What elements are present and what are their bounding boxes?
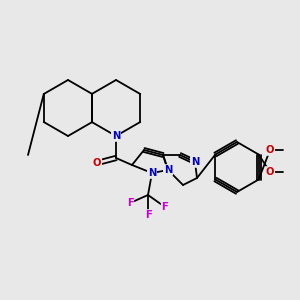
Text: N: N xyxy=(191,157,199,167)
Text: O: O xyxy=(93,158,101,168)
Text: O: O xyxy=(266,167,274,177)
Text: F: F xyxy=(162,202,168,212)
Text: F: F xyxy=(127,198,134,208)
Text: N: N xyxy=(112,131,120,141)
Text: N: N xyxy=(164,165,172,175)
Text: O: O xyxy=(266,145,274,155)
Text: F: F xyxy=(145,210,152,220)
Text: N: N xyxy=(148,168,156,178)
